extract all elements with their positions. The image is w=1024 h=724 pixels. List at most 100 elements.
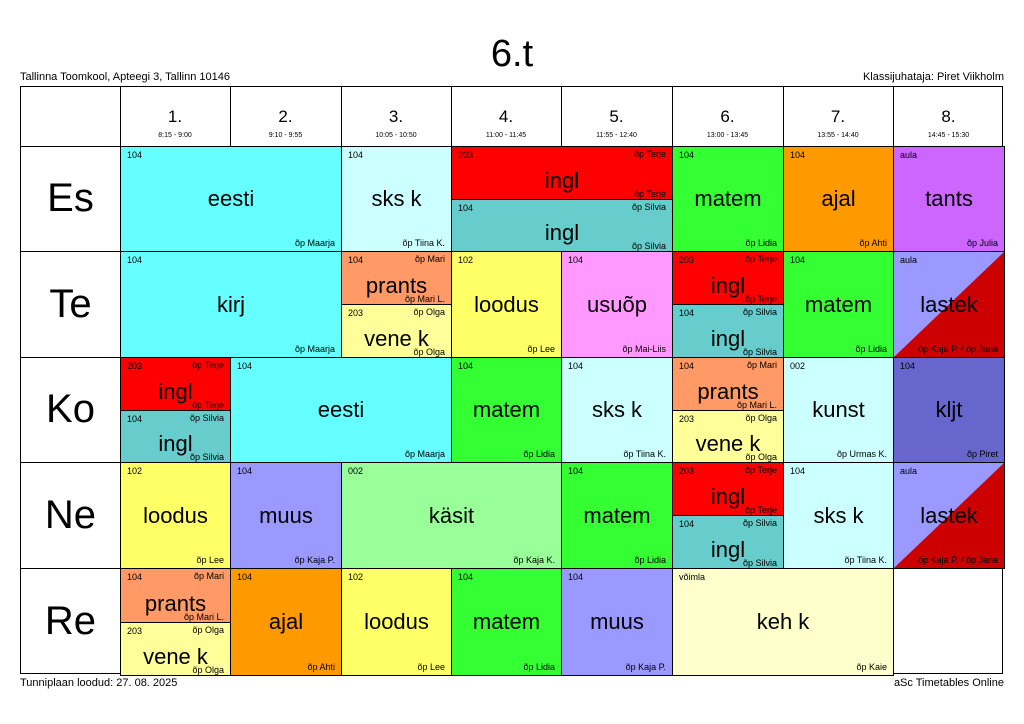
lesson-card[interactable]: 104 õp Silvia ingl õp Silvia [120, 410, 231, 463]
lesson-subject: prants [365, 273, 428, 298]
lesson-card[interactable]: 104 eesti õp Maarja [230, 357, 452, 463]
period-time: 11:55 - 12:40 [596, 132, 637, 139]
lesson-room: 104 [679, 150, 695, 160]
lesson-teacher: õp Olga [413, 347, 445, 357]
lesson-card[interactable]: 104 ajal õp Ahti [783, 146, 894, 252]
lesson-card[interactable]: 104 õp Silvia ingl õp Silvia [672, 515, 784, 569]
lesson-teacher-short: õp Olga [192, 625, 224, 635]
lesson-card[interactable]: 104 õp Mari prants õp Mari L. [341, 251, 452, 305]
period-time: 9:10 - 9:55 [268, 132, 303, 139]
period-header: 4. 11:00 - 11:45 [451, 87, 561, 146]
lesson-card[interactable]: 203 õp Olga vene k õp Olga [341, 304, 452, 358]
lesson-teacher: õp Silvia [631, 241, 666, 251]
lesson-subject: usuõp [587, 291, 647, 317]
lesson-room: 102 [348, 572, 364, 582]
lesson-card[interactable]: 104 matem õp Lidia [561, 462, 673, 569]
generator-credit: aSc Timetables Online [893, 677, 1004, 689]
lesson-card[interactable]: 104 kljt õp Piret [893, 357, 1005, 463]
lesson-card[interactable]: 104 õp Mari prants õp Mari L. [120, 568, 231, 623]
lesson-card[interactable]: 002 kunst õp Urmas K. [783, 357, 894, 463]
day-label: Ne [44, 492, 97, 537]
period-number: 3. [388, 107, 404, 126]
lesson-teacher: õp Lidia [745, 238, 777, 248]
lesson-teacher: õp Lidia [523, 449, 555, 459]
lesson-subject: kunst [812, 397, 865, 422]
lesson-room: 002 [348, 466, 364, 476]
lesson-card[interactable]: 104 õp Mari prants õp Mari L. [672, 357, 784, 411]
lesson-room: 104 [458, 572, 474, 582]
lesson-teacher: õp Ahti [307, 662, 335, 672]
lesson-card[interactable]: 104 matem õp Lidia [451, 568, 562, 676]
lesson-teacher: õp Lee [417, 662, 445, 672]
period-header: 6. 13:00 - 13:45 [672, 87, 783, 146]
lesson-room: 104 [458, 203, 474, 213]
lesson-card[interactable]: 104 sks k õp Tiina K. [341, 146, 452, 252]
timetable-grid: 1. 8:15 - 9:00 2. 9:10 - 9:55 3. 10:05 - 10:5… [20, 86, 1005, 676]
lesson-card[interactable]: 104 õp Silvia ingl õp Silvia [451, 199, 673, 252]
period-time: 13:55 - 14:40 [817, 132, 859, 139]
lesson-room: aula [900, 255, 918, 265]
lesson-teacher-short: õp Silvia [742, 518, 777, 528]
lesson-subject: ajal [821, 186, 856, 211]
period-number: 4. [498, 107, 514, 126]
lesson-card[interactable]: 203 õp Olga vene k õp Olga [120, 622, 231, 676]
lesson-teacher-short: õp Olga [413, 307, 445, 317]
lesson-card[interactable]: 203 õp Terje ingl õp Terje [451, 146, 673, 200]
lesson-subject: eesti [317, 397, 365, 422]
lesson-teacher: õp Tiina K. [623, 449, 666, 459]
lesson-subject: matem [472, 609, 541, 634]
lesson-subject: ingl [710, 537, 746, 562]
lesson-teacher: õp Kaja P. / õp Jana [918, 344, 998, 354]
lesson-card[interactable]: 104 matem õp Lidia [672, 146, 784, 252]
period-time: 11:00 - 11:45 [485, 132, 527, 139]
lesson-card[interactable]: 102 loodus õp Lee [341, 568, 452, 676]
lesson-card[interactable]: 102 loodus õp Lee [120, 462, 231, 569]
lesson-teacher: õp Maarja [294, 238, 335, 248]
lesson-subject: keh k [756, 609, 810, 634]
lesson-card[interactable]: aula lastek õp Kaja P. / õp Jana [893, 462, 1005, 569]
lesson-teacher: õp Kaja P. [625, 662, 666, 672]
lesson-card[interactable]: 203 õp Terje ingl õp Terje [672, 251, 784, 305]
lesson-card[interactable]: 104 sks k õp Tiina K. [561, 357, 673, 463]
lesson-teacher-short: õp Mari [746, 360, 777, 370]
lesson-card[interactable]: 104 eesti õp Maarja [120, 146, 342, 252]
lesson-teacher: õp Silvia [742, 558, 777, 568]
lesson-card[interactable]: 104 ajal õp Ahti [230, 568, 342, 676]
lesson-card[interactable]: 203 õp Terje ingl õp Terje [120, 357, 231, 411]
lesson-card[interactable]: 104 õp Silvia ingl õp Silvia [672, 304, 784, 358]
lesson-teacher: õp Mari L. [183, 612, 224, 622]
lesson-teacher: õp Lee [527, 344, 555, 354]
lesson-subject: loodus [364, 609, 429, 634]
lesson-card[interactable]: aula tants õp Julia [893, 146, 1005, 252]
lesson-subject: matem [694, 186, 762, 211]
lesson-teacher-short: õp Mari [193, 571, 224, 581]
lesson-teacher: õp Julia [966, 238, 998, 248]
lesson-teacher: õp Kaja P. [294, 555, 335, 565]
lesson-card[interactable]: 102 loodus õp Lee [451, 251, 562, 358]
lesson-card[interactable]: 002 käsit õp Kaja K. [341, 462, 562, 569]
lesson-card[interactable]: võimla keh k õp Kaie [672, 568, 894, 676]
lesson-teacher-short: õp Terje [634, 149, 666, 159]
lesson-card[interactable]: 203 õp Terje ingl õp Terje [672, 462, 784, 516]
lesson-card[interactable]: aula lastek õp Kaja P. / õp Jana [893, 251, 1005, 358]
lesson-teacher: õp Terje [634, 189, 666, 199]
lesson-room: aula [900, 466, 918, 476]
lesson-card[interactable]: 104 muus õp Kaja P. [561, 568, 673, 676]
day-label: Ko [46, 387, 95, 431]
lesson-teacher-short: õp Silvia [631, 202, 666, 212]
lesson-teacher: õp Terje [192, 400, 224, 410]
lesson-teacher: õp Kaja K. [513, 555, 555, 565]
lesson-card[interactable]: 104 muus õp Kaja P. [230, 462, 342, 569]
lesson-room: 104 [127, 150, 143, 160]
lesson-card[interactable]: 104 usuõp õp Mai-Liis [561, 251, 673, 358]
lesson-card[interactable]: 203 õp Olga vene k õp Olga [672, 410, 784, 463]
period-header: 5. 11:55 - 12:40 [561, 87, 672, 146]
lesson-card[interactable]: 104 kirj õp Maarja [120, 251, 342, 358]
lesson-room: 104 [568, 255, 584, 265]
lesson-teacher: õp Lidia [523, 662, 555, 672]
lesson-card[interactable]: 104 sks k õp Tiina K. [783, 462, 894, 569]
period-number: 7. [830, 107, 846, 126]
lesson-card[interactable]: 104 matem õp Lidia [783, 251, 894, 358]
lesson-subject: lastek [920, 291, 978, 317]
lesson-card[interactable]: 104 matem õp Lidia [451, 357, 562, 463]
